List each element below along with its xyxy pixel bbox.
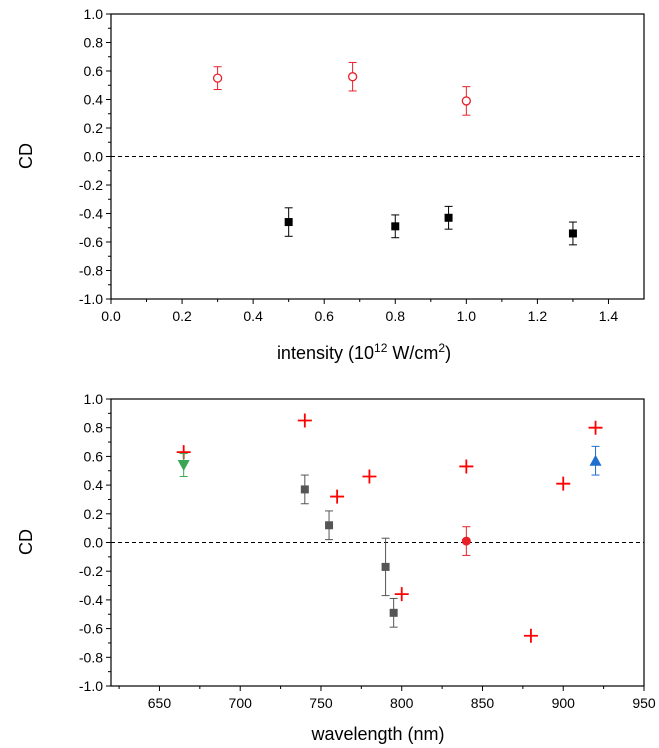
x-tick-label: 0.4 [243, 308, 263, 324]
y-tick-label: -0.6 [79, 621, 103, 637]
data-point-square [325, 521, 334, 530]
y-tick-label: 1.0 [84, 391, 104, 407]
x-tick-label: 0.0 [101, 308, 121, 324]
data-point-plus [362, 469, 377, 484]
x-tick-label: 650 [148, 695, 172, 711]
data-point-open-circle [461, 96, 471, 106]
y-tick-label: -0.6 [79, 234, 103, 250]
data-point-plus [394, 587, 409, 602]
data-point-filled-circle [461, 536, 471, 546]
bottom-marks: 650 700 750 800 850 900 950 -1.0 -0.8 -0.6 -0.4 -0.… [79, 391, 656, 711]
data-point-down-triangle [177, 460, 190, 472]
x-tick-label: 900 [552, 695, 576, 711]
y-tick-label: 0.2 [84, 120, 104, 136]
y-tick-label: -0.2 [79, 563, 103, 579]
y-tick-label: -0.2 [79, 177, 103, 193]
data-point-plus [556, 476, 571, 491]
x-tick-label: 1.2 [528, 308, 548, 324]
y-tick-label: 0.8 [84, 35, 104, 51]
x-axis-title-top: intensity (1012 W/cm2) [277, 341, 451, 363]
chart-bottom: 650 700 750 800 850 900 950 -1.0 -0.8 -0.6 -0.4 -0.… [16, 391, 656, 744]
data-point-square [389, 608, 398, 617]
x-tick-label: 750 [309, 695, 333, 711]
data-point-plus [297, 413, 312, 428]
y-tick-label: -1.0 [79, 291, 103, 307]
data-point-square [444, 213, 453, 222]
data-point-square [284, 218, 293, 227]
x-axis-title-bottom: wavelength (nm) [310, 724, 444, 744]
data-point-plus [330, 489, 345, 504]
y-tick-label: 0.4 [84, 477, 104, 493]
y-tick-label: 0.8 [84, 420, 104, 436]
y-tick-label: 1.0 [84, 6, 104, 22]
y-tick-label: -0.8 [79, 649, 103, 665]
data-point-square [300, 485, 309, 494]
data-point-open-circle [347, 72, 358, 82]
x-tick-label: 1.4 [599, 308, 619, 324]
x-tick-label: 700 [229, 695, 253, 711]
y-tick-label: 0.6 [84, 63, 104, 79]
y-axis-title-bottom: CD [16, 529, 36, 555]
y-tick-label: 0.0 [84, 149, 104, 165]
y-tick-label: 0.4 [84, 92, 104, 108]
y-tick-label: -1.0 [79, 678, 103, 694]
data-point-up-triangle [589, 454, 602, 466]
x-tick-label: 0.8 [386, 308, 406, 324]
data-point-plus [523, 628, 538, 643]
data-point-square [391, 222, 400, 231]
x-tick-label: 850 [471, 695, 495, 711]
data-point-square [381, 562, 390, 571]
chart-top: 0.0 0.2 0.4 0.6 0.8 1.0 1.2 1.4 -1.0 -0.8 -0.6 -0.4… [16, 6, 645, 363]
x-tick-label: 1.0 [457, 308, 477, 324]
y-tick-label: 0.2 [84, 506, 104, 522]
x-tick-label: 0.2 [172, 308, 192, 324]
x-tick-label: 0.6 [314, 308, 334, 324]
y-tick-label: -0.8 [79, 263, 103, 279]
y-tick-label: -0.4 [79, 592, 103, 608]
y-axis-title-top: CD [16, 143, 36, 169]
data-point-square [568, 229, 577, 238]
x-tick-label: 950 [632, 695, 656, 711]
data-point-plus [459, 459, 474, 474]
data-point-plus [588, 420, 603, 435]
y-tick-label: 0.6 [84, 448, 104, 464]
y-tick-label: 0.0 [84, 535, 104, 551]
y-tick-label: -0.4 [79, 206, 103, 222]
x-tick-label: 800 [390, 695, 414, 711]
top-marks: 0.0 0.2 0.4 0.6 0.8 1.0 1.2 1.4 -1.0 -0.8 -0.6 -0.4… [79, 6, 644, 324]
data-point-open-circle [212, 73, 223, 83]
